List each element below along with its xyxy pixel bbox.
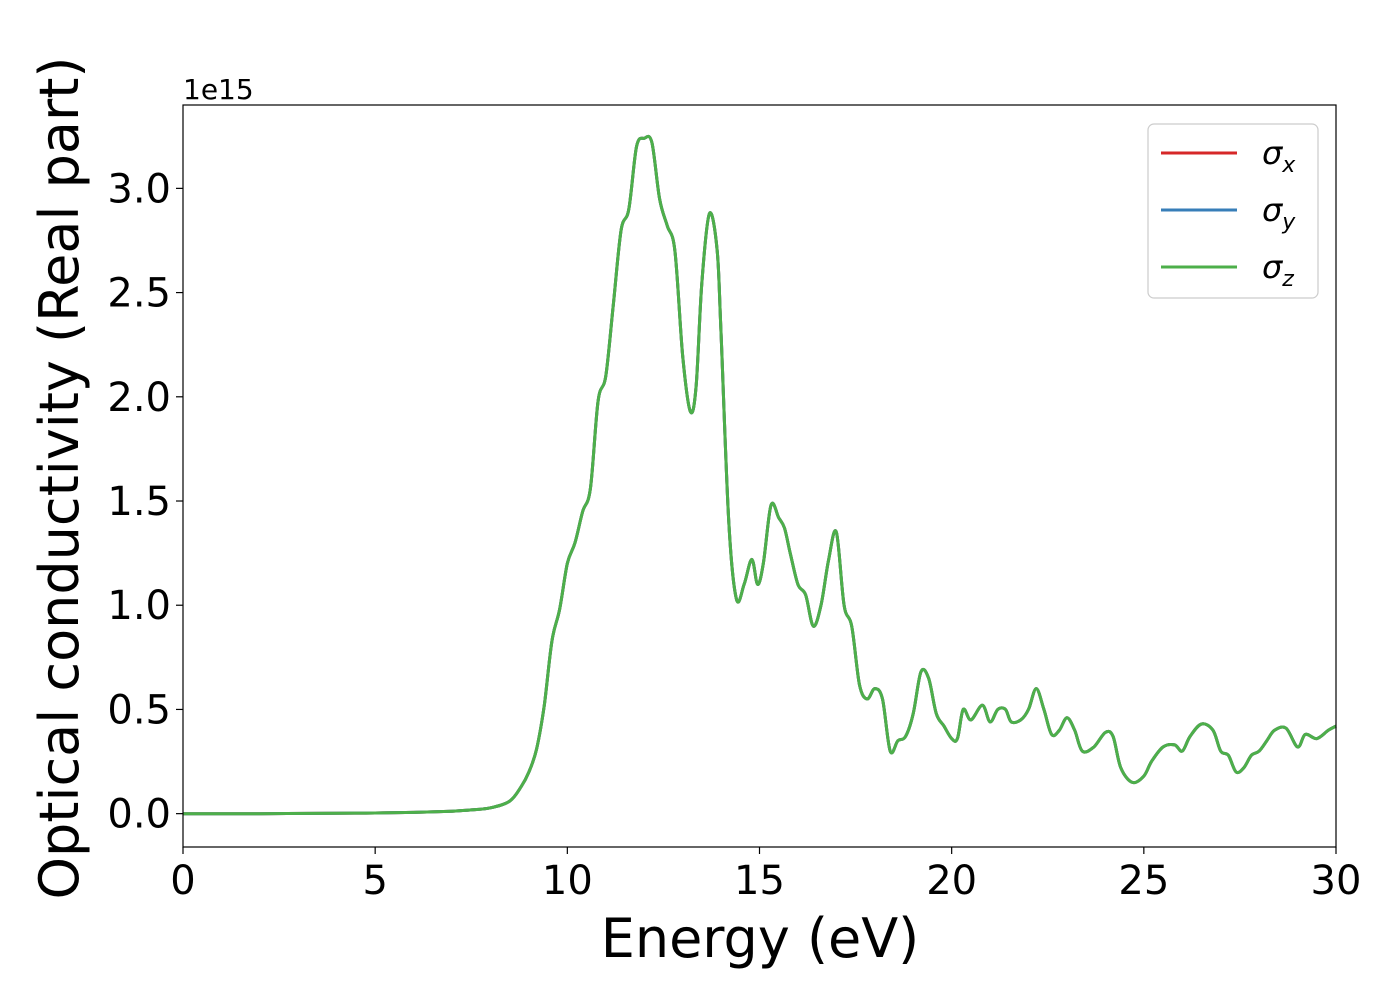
x-axis-title: Energy (eV) xyxy=(601,907,920,970)
y-tick-label: 0.0 xyxy=(107,792,171,838)
y-tick-label: 2.5 xyxy=(107,271,171,317)
x-tick-label: 0 xyxy=(170,858,195,904)
y-tick-label: 0.5 xyxy=(107,687,171,733)
y-axis-ticks: 0.0 0.5 1.0 1.5 2.0 2.5 3.0 xyxy=(107,166,183,838)
legend-label-z: σz xyxy=(1262,248,1294,292)
y-tick-label: 2.0 xyxy=(107,375,171,421)
x-axis-ticks: 0 5 10 15 20 25 30 xyxy=(170,847,1361,904)
legend-label-x: σx xyxy=(1262,134,1296,178)
x-tick-label: 25 xyxy=(1118,858,1169,904)
series-lines xyxy=(182,134,1337,816)
x-tick-label: 20 xyxy=(926,858,977,904)
series-line-z xyxy=(182,134,1337,816)
plot-area xyxy=(182,104,1337,848)
y-tick-label: 1.5 xyxy=(107,479,171,525)
x-tick-label: 5 xyxy=(362,858,387,904)
y-offset-text: 1e15 xyxy=(183,73,254,106)
legend: σx σy σz xyxy=(1147,123,1319,299)
legend-label-y: σy xyxy=(1262,191,1296,235)
x-tick-label: 15 xyxy=(734,858,785,904)
x-tick-label: 30 xyxy=(1311,858,1362,904)
y-tick-label: 1.0 xyxy=(107,583,171,629)
legend-entries: σx σy σz xyxy=(1161,134,1296,292)
y-axis-title: Optical conductivity (Real part) xyxy=(28,57,91,900)
x-tick-label: 10 xyxy=(542,858,593,904)
y-tick-label: 3.0 xyxy=(107,166,171,212)
